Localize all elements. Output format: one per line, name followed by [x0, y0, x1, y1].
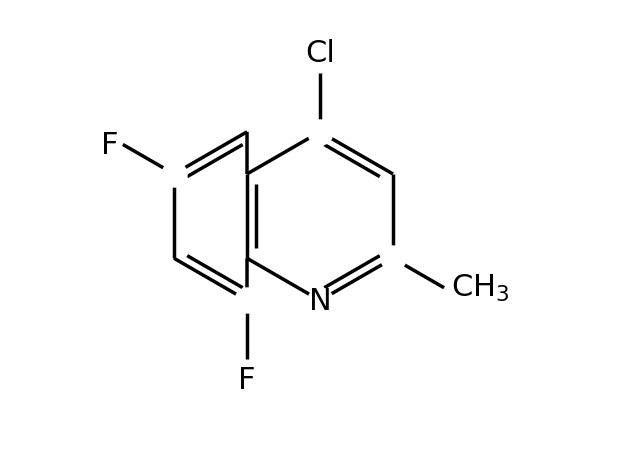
Text: CH$_3$: CH$_3$	[451, 272, 509, 304]
Text: F: F	[238, 365, 256, 394]
Text: F: F	[101, 131, 118, 160]
Text: Cl: Cl	[305, 39, 335, 69]
Text: N: N	[308, 286, 332, 315]
